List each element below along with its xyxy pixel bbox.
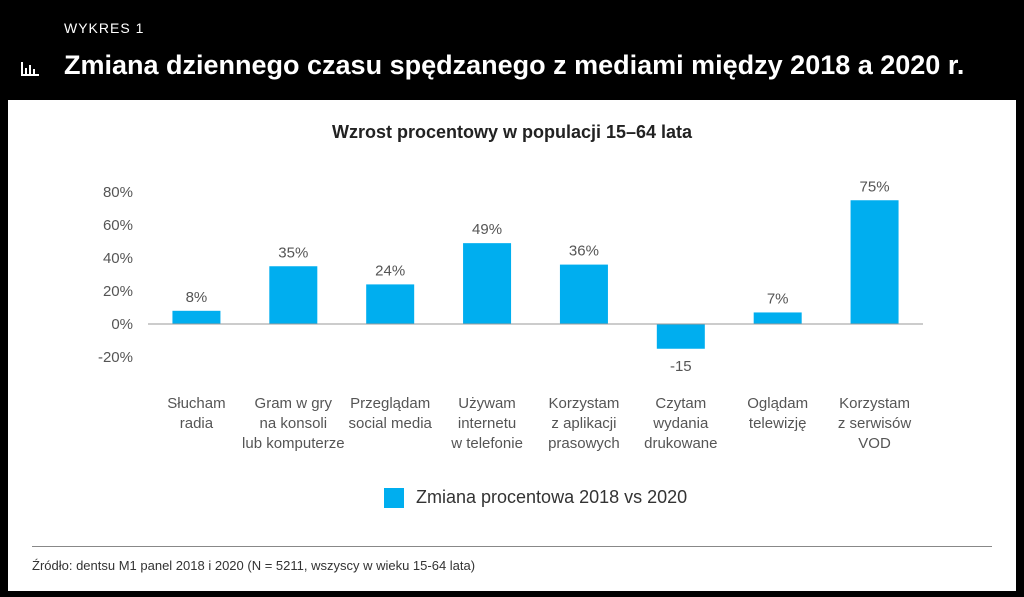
- data-label: 75%: [860, 178, 890, 195]
- x-tick-label-line: Przeglądam: [350, 395, 430, 412]
- chart-panel: Wzrost procentowy w populacji 15–64 lata…: [8, 100, 1016, 591]
- y-tick-label: 80%: [103, 184, 133, 201]
- data-label: 8%: [186, 289, 208, 306]
- chart-subtitle: Wzrost procentowy w populacji 15–64 lata: [331, 122, 693, 142]
- x-tick-label-line: VOD: [858, 435, 891, 452]
- legend-label: Zmiana procentowa 2018 vs 2020: [416, 487, 688, 507]
- bar: [172, 310, 221, 324]
- bar: [463, 243, 512, 324]
- bar: [656, 324, 705, 349]
- x-tick-label: Korzystam z serwisów VOD: [838, 395, 912, 452]
- bar: [269, 266, 318, 324]
- page-title: Zmiana dziennego czasu spędzanego z medi…: [64, 50, 965, 80]
- x-tick-label-line: social media: [349, 415, 433, 432]
- y-tick-label: -20%: [98, 349, 133, 366]
- bar-chart-icon: [21, 62, 39, 76]
- x-tick-label-line: internetu: [458, 415, 516, 432]
- bar-chart: 80% 60% 40% 20% 0% -20% 8% Słucham radia 35% Gram …: [98, 178, 923, 452]
- x-tick-label: Używam internetu w telefonie: [450, 395, 523, 452]
- data-label: 7%: [767, 290, 789, 307]
- x-tick-label-line: radia: [180, 415, 214, 432]
- legend-swatch: [384, 487, 404, 508]
- x-tick-label-line: lub komputerze: [242, 435, 345, 452]
- x-tick-label-line: prasowych: [548, 435, 620, 452]
- data-label: -15: [670, 358, 692, 375]
- divider: [32, 546, 992, 547]
- x-tick-label-line: z serwisów: [838, 415, 912, 432]
- data-label: 24%: [375, 262, 405, 279]
- x-tick-label-line: Korzystam: [839, 395, 910, 412]
- x-tick-label-line: Czytam: [655, 395, 706, 412]
- data-label: 49%: [472, 221, 502, 238]
- source-note: Źródło: dentsu M1 panel 2018 i 2020 (N =…: [32, 558, 476, 573]
- x-tick-label-line: telewizję: [749, 415, 807, 432]
- data-label: 36%: [569, 243, 599, 260]
- x-tick-label: Gram w gry na konsoli lub komputerze: [242, 395, 345, 452]
- x-tick-label: Czytam wydania drukowane: [644, 395, 717, 452]
- x-tick-label: Korzystam z aplikacji prasowych: [548, 395, 620, 452]
- x-tick-label-line: Korzystam: [549, 395, 620, 412]
- x-tick-label: Przeglądam social media: [349, 395, 433, 432]
- bar: [559, 264, 608, 324]
- y-tick-label: 0%: [111, 316, 133, 333]
- x-tick-label-line: na konsoli: [260, 415, 328, 432]
- bar: [850, 200, 899, 324]
- chart-legend: Zmiana procentowa 2018 vs 2020: [384, 487, 687, 508]
- y-tick-label: 20%: [103, 283, 133, 300]
- x-tick-label-line: Oglądam: [747, 395, 808, 412]
- header-bar: WYKRES 1 Zmiana dziennego czasu spędzane…: [0, 0, 1024, 100]
- bar: [366, 284, 415, 324]
- x-tick-label-line: drukowane: [644, 435, 717, 452]
- x-tick-label-line: Używam: [458, 395, 516, 412]
- x-tick-label: Oglądam telewizję: [747, 395, 808, 432]
- data-label: 35%: [278, 244, 308, 261]
- y-tick-label: 40%: [103, 250, 133, 267]
- x-tick-label-line: w telefonie: [450, 435, 523, 452]
- x-tick-label-line: z aplikacji: [551, 415, 616, 432]
- y-tick-label: 60%: [103, 217, 133, 234]
- bar: [753, 312, 802, 324]
- x-tick-label-line: Gram w gry: [255, 395, 333, 412]
- x-tick-label-line: wydania: [652, 415, 709, 432]
- figure-label: WYKRES 1: [64, 20, 145, 36]
- x-tick-label-line: Słucham: [167, 395, 225, 412]
- x-tick-label: Słucham radia: [167, 395, 225, 432]
